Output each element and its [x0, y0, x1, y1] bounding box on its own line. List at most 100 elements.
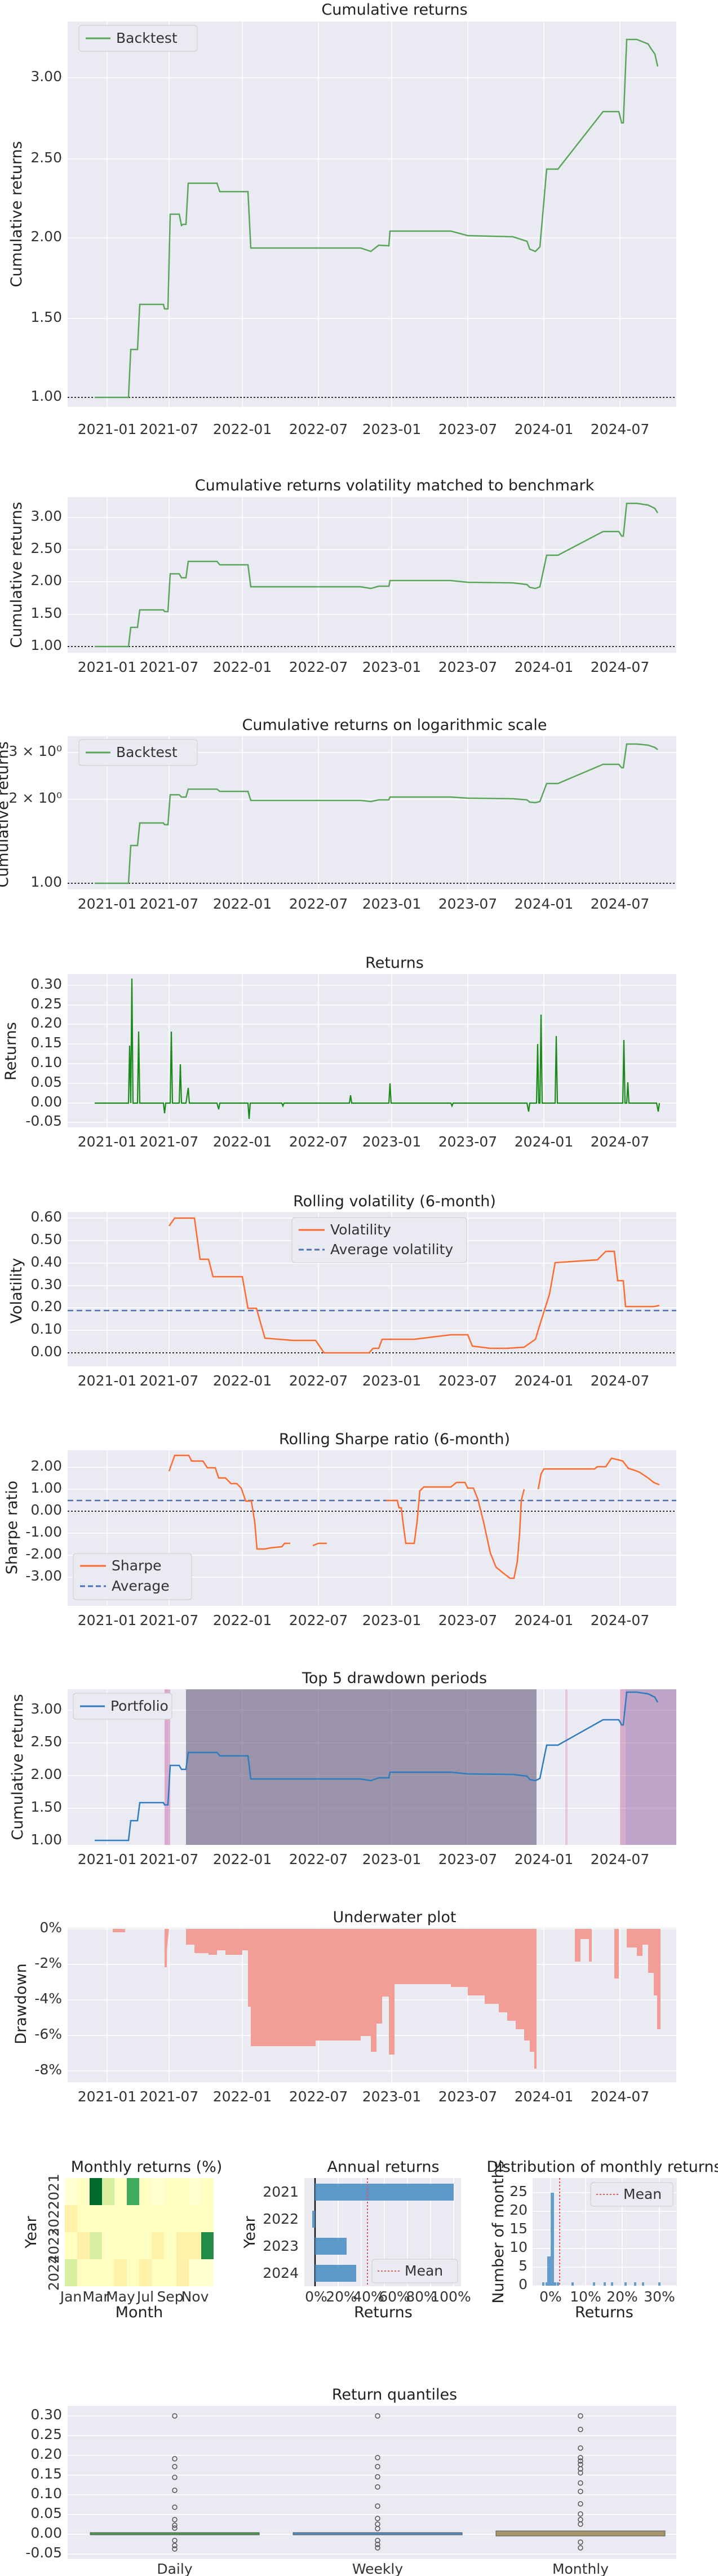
xtick: 2023-01 — [362, 2088, 421, 2105]
ytick: 3.00 — [30, 1701, 62, 1717]
xtick: 2022-07 — [289, 1612, 348, 1628]
ytick: 0 — [518, 2276, 528, 2292]
histogram-bars — [542, 2193, 661, 2286]
xtick: 2021-07 — [140, 1851, 198, 1867]
ytick: 0.30 — [30, 1276, 62, 1293]
ytick: 3 × 10⁰ — [8, 743, 62, 759]
ytick: 2023 — [263, 2238, 299, 2254]
y-axis-label: Volatility — [8, 1258, 25, 1324]
ytick: 2024 — [46, 2255, 62, 2291]
ytick: 25 — [509, 2183, 528, 2199]
chart-title: Returns — [365, 954, 424, 972]
ytick: 1.00 — [30, 1831, 62, 1848]
y-axis-label: Cumulative returns — [8, 502, 25, 648]
ytick: 1.50 — [30, 605, 62, 621]
ytick: 0.10 — [30, 2485, 62, 2502]
panel-rolling-sharpe: Rolling Sharpe ratio (6-month) Sharpe Av… — [3, 1431, 676, 1628]
series-line-returns — [95, 978, 661, 1119]
drawdown-span — [620, 1689, 626, 1845]
ytick: -8% — [34, 2061, 62, 2078]
xtick: 2023-01 — [362, 896, 421, 912]
gridlines — [68, 736, 676, 889]
ytick: 1.50 — [30, 1799, 62, 1815]
series-line-sharpe-a — [168, 1454, 290, 1550]
series-line-backtest — [95, 502, 659, 648]
panel-cumulative-returns: Cumulative returns Backtest 1.00 1.50 2.… — [8, 1, 676, 437]
ytick: 0.00 — [30, 1502, 62, 1518]
hist-bar — [611, 2282, 613, 2286]
ytick: 0.00 — [30, 1343, 62, 1360]
ytick: 2024 — [263, 2265, 299, 2281]
series-line-portfolio — [95, 1691, 659, 1842]
xtick: 2021-07 — [140, 896, 198, 912]
xtick: 2023-07 — [438, 659, 497, 675]
ytick: 0.10 — [30, 1321, 62, 1337]
panel-cumulative-returns-log: Cumulative returns on logarithmic scale … — [0, 716, 676, 912]
panel-annual-returns: Annual returns Mean 2021 2022 2023 2024 … — [241, 2158, 471, 2321]
xtick: Weekly — [352, 2561, 403, 2576]
xtick: 2023-07 — [438, 1612, 497, 1628]
y-axis-label: Sharpe ratio — [3, 1481, 21, 1574]
xtick: 2021-07 — [140, 1612, 198, 1628]
xtick: 2022-07 — [289, 1851, 348, 1867]
ytick: 1.00 — [30, 388, 62, 404]
ytick: 2023 — [46, 2228, 62, 2264]
xtick: 2023-01 — [362, 421, 421, 437]
ytick: 2.50 — [30, 540, 62, 556]
xtick: 20% — [326, 2289, 357, 2305]
xtick: 2022-07 — [289, 896, 348, 912]
panel-returns: Returns 0.30 0.25 0.20 0.15 0.10 0.05 0.… — [2, 954, 676, 1150]
xtick: 2024-07 — [591, 421, 649, 437]
hist-bar — [557, 2282, 559, 2286]
hist-bar — [547, 2256, 551, 2286]
legend-label: Portfolio — [110, 1698, 169, 1714]
xtick: 2024-07 — [591, 896, 649, 912]
drawdown-spans — [165, 1689, 676, 1845]
hist-bar — [593, 2282, 595, 2286]
ytick: 0.30 — [30, 976, 62, 992]
xtick: 20% — [606, 2289, 638, 2305]
hist-bar — [554, 2282, 556, 2286]
legend: Sharpe Average — [73, 1553, 192, 1600]
ytick: -0.05 — [25, 1113, 62, 1129]
xtick: 2021-01 — [78, 896, 136, 912]
hist-bar — [551, 2193, 554, 2286]
chart-title: Distribution of monthly returns — [486, 2158, 718, 2176]
ytick: 0% — [39, 1919, 62, 1936]
drawdown-span — [626, 1689, 676, 1845]
chart-title: Cumulative returns — [321, 1, 467, 19]
xtick: 40% — [353, 2289, 384, 2305]
panel-cumulative-returns-vol-matched: Cumulative returns volatility matched to… — [8, 477, 676, 675]
ytick: 2.00 — [30, 228, 62, 245]
series-line-backtest — [95, 38, 659, 399]
chart-title: Monthly returns (%) — [71, 2158, 223, 2176]
ytick: 0.05 — [30, 2505, 62, 2521]
legend-label: Mean — [405, 2263, 443, 2279]
xtick: 2024-01 — [515, 2088, 573, 2105]
xtick: 2024-01 — [515, 1851, 573, 1867]
x-axis-label: Returns — [354, 2304, 413, 2321]
xtick: Mar — [82, 2289, 109, 2305]
plot-area — [68, 21, 676, 407]
xtick: 2023-01 — [362, 1851, 421, 1867]
hist-bar — [642, 2282, 644, 2286]
xtick: Sep — [157, 2289, 183, 2305]
ytick: 0.20 — [30, 2446, 62, 2462]
xtick: 2022-01 — [213, 2088, 272, 2105]
drawdown-area — [113, 1929, 661, 2069]
xtick: 2021-07 — [140, 1373, 198, 1389]
x-axis-label: Returns — [575, 2304, 633, 2321]
ytick: 2 × 10⁰ — [8, 790, 62, 806]
xtick: 10% — [570, 2289, 601, 2305]
xtick: 2024-07 — [591, 1612, 649, 1628]
series-line-sharpe-b — [312, 1542, 327, 1547]
hist-bar — [658, 2282, 661, 2286]
legend-label: Sharpe — [112, 1557, 162, 1574]
ytick: 2.00 — [30, 572, 62, 588]
ytick: 2.50 — [30, 149, 62, 166]
xtick: 0% — [305, 2289, 327, 2305]
ytick: -3.00 — [25, 1568, 62, 1584]
chart-title: Underwater plot — [333, 1909, 456, 1926]
xtick: 2021-01 — [78, 421, 136, 437]
